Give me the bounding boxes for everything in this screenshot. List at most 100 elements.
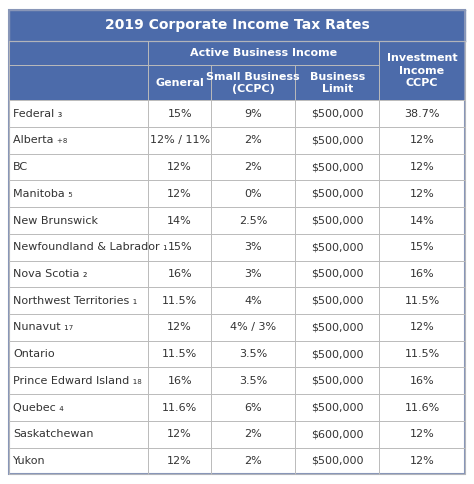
Text: 11.5%: 11.5% <box>162 349 197 359</box>
Bar <box>379 341 465 367</box>
Bar <box>211 181 295 207</box>
Text: 12%: 12% <box>410 322 434 333</box>
Bar <box>148 421 211 448</box>
Bar <box>211 100 295 127</box>
Text: $500,000: $500,000 <box>311 322 364 333</box>
Text: 12% / 11%: 12% / 11% <box>150 136 210 145</box>
Text: 4%: 4% <box>244 296 262 306</box>
Bar <box>295 181 379 207</box>
Text: 12%: 12% <box>167 189 192 199</box>
Bar <box>9 367 148 394</box>
Text: BC: BC <box>13 162 28 172</box>
Bar <box>379 260 465 287</box>
Bar <box>9 234 148 260</box>
Bar <box>379 41 465 100</box>
Bar <box>148 127 211 154</box>
Text: 14%: 14% <box>167 215 192 226</box>
Text: Saskatchewan: Saskatchewan <box>13 429 94 439</box>
Text: Investment
Income
CCPC: Investment Income CCPC <box>387 53 457 88</box>
Bar <box>211 421 295 448</box>
Text: 16%: 16% <box>410 269 434 279</box>
Bar <box>148 234 211 260</box>
Text: $500,000: $500,000 <box>311 456 364 466</box>
Bar <box>211 127 295 154</box>
Text: 38.7%: 38.7% <box>404 108 440 119</box>
Text: 15%: 15% <box>410 242 434 252</box>
Bar <box>379 154 465 181</box>
Bar <box>379 367 465 394</box>
Text: $500,000: $500,000 <box>311 269 364 279</box>
Bar <box>9 448 148 474</box>
Text: 3%: 3% <box>244 242 262 252</box>
Bar <box>9 314 148 341</box>
Bar <box>148 287 211 314</box>
Text: 12%: 12% <box>410 429 434 439</box>
Bar <box>295 394 379 421</box>
Text: $500,000: $500,000 <box>311 242 364 252</box>
Text: $600,000: $600,000 <box>311 429 364 439</box>
Bar <box>295 287 379 314</box>
Bar <box>9 65 148 100</box>
Text: 12%: 12% <box>410 456 434 466</box>
Text: 9%: 9% <box>244 108 262 119</box>
Bar <box>211 367 295 394</box>
Bar <box>148 65 211 100</box>
Text: $500,000: $500,000 <box>311 403 364 412</box>
Bar <box>295 127 379 154</box>
Text: 2%: 2% <box>244 456 262 466</box>
Text: $500,000: $500,000 <box>311 376 364 386</box>
Bar <box>295 207 379 234</box>
Text: 11.5%: 11.5% <box>404 296 439 306</box>
Text: Northwest Territories ₁: Northwest Territories ₁ <box>13 296 137 306</box>
Bar <box>379 100 465 127</box>
Bar <box>9 341 148 367</box>
Bar <box>148 207 211 234</box>
Text: $500,000: $500,000 <box>311 296 364 306</box>
Bar <box>211 65 295 100</box>
Bar <box>379 394 465 421</box>
Text: 15%: 15% <box>167 242 192 252</box>
Bar <box>9 181 148 207</box>
Bar <box>211 154 295 181</box>
Bar <box>148 367 211 394</box>
Text: 3.5%: 3.5% <box>239 376 267 386</box>
Bar <box>148 181 211 207</box>
Text: Yukon: Yukon <box>13 456 46 466</box>
Text: 2.5%: 2.5% <box>239 215 267 226</box>
Bar <box>379 234 465 260</box>
Bar <box>211 260 295 287</box>
Bar <box>295 65 379 100</box>
Bar <box>295 100 379 127</box>
Bar <box>211 394 295 421</box>
Bar <box>9 287 148 314</box>
Text: 6%: 6% <box>244 403 262 412</box>
Text: 16%: 16% <box>167 269 192 279</box>
Bar <box>295 314 379 341</box>
Bar <box>148 314 211 341</box>
Bar <box>148 260 211 287</box>
Bar <box>379 127 465 154</box>
Text: 12%: 12% <box>410 189 434 199</box>
Text: 4% / 3%: 4% / 3% <box>230 322 276 333</box>
Text: 12%: 12% <box>167 322 192 333</box>
Text: 2%: 2% <box>244 162 262 172</box>
Text: Prince Edward Island ₁₈: Prince Edward Island ₁₈ <box>13 376 142 386</box>
Text: Nova Scotia ₂: Nova Scotia ₂ <box>13 269 88 279</box>
Text: 12%: 12% <box>167 429 192 439</box>
Text: Small Business
(CCPC): Small Business (CCPC) <box>206 72 300 94</box>
Bar <box>9 127 148 154</box>
Text: Quebec ₄: Quebec ₄ <box>13 403 64 412</box>
Bar <box>379 314 465 341</box>
Text: $500,000: $500,000 <box>311 349 364 359</box>
Bar <box>295 367 379 394</box>
Text: Manitoba ₅: Manitoba ₅ <box>13 189 73 199</box>
Text: 0%: 0% <box>244 189 262 199</box>
Text: Federal ₃: Federal ₃ <box>13 108 63 119</box>
Bar <box>211 287 295 314</box>
Text: 16%: 16% <box>167 376 192 386</box>
Bar <box>379 421 465 448</box>
Text: 12%: 12% <box>167 456 192 466</box>
Text: 2019 Corporate Income Tax Rates: 2019 Corporate Income Tax Rates <box>105 18 369 32</box>
Text: 16%: 16% <box>410 376 434 386</box>
Bar <box>379 207 465 234</box>
